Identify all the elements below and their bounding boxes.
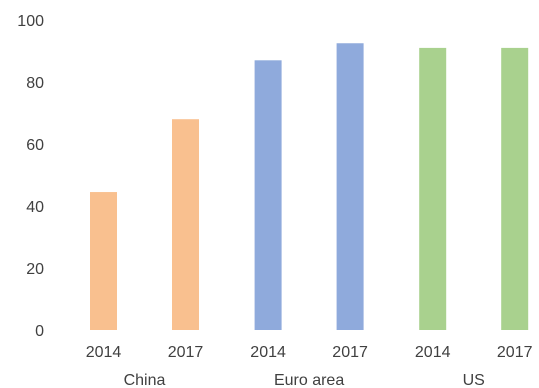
x-tick-label: 2017 <box>332 344 368 361</box>
bar-euro-area-2014 <box>254 60 282 331</box>
group-label: China <box>124 372 166 388</box>
bar-china-2014 <box>90 192 117 330</box>
y-tick-label: 80 <box>26 75 44 92</box>
y-tick-label: 0 <box>35 323 44 340</box>
group-label: Euro area <box>274 372 344 388</box>
y-tick-label: 100 <box>17 13 44 30</box>
bar-china-2017 <box>172 119 199 330</box>
x-tick-label: 2017 <box>497 344 533 361</box>
group-label: US <box>463 372 485 388</box>
x-tick-label: 2014 <box>86 344 122 361</box>
y-tick-label: 20 <box>26 261 44 278</box>
bar-us-2017 <box>501 47 529 331</box>
bar-us-2014 <box>419 47 447 331</box>
y-tick-label: 60 <box>26 137 44 154</box>
x-tick-label: 2017 <box>168 344 204 361</box>
x-tick-label: 2014 <box>415 344 451 361</box>
bar-euro-area-2017 <box>336 43 364 330</box>
y-tick-label: 40 <box>26 199 44 216</box>
x-tick-label: 2014 <box>250 344 286 361</box>
bars <box>90 43 529 331</box>
y-axis: 0 20 40 60 80 100 <box>17 13 44 340</box>
